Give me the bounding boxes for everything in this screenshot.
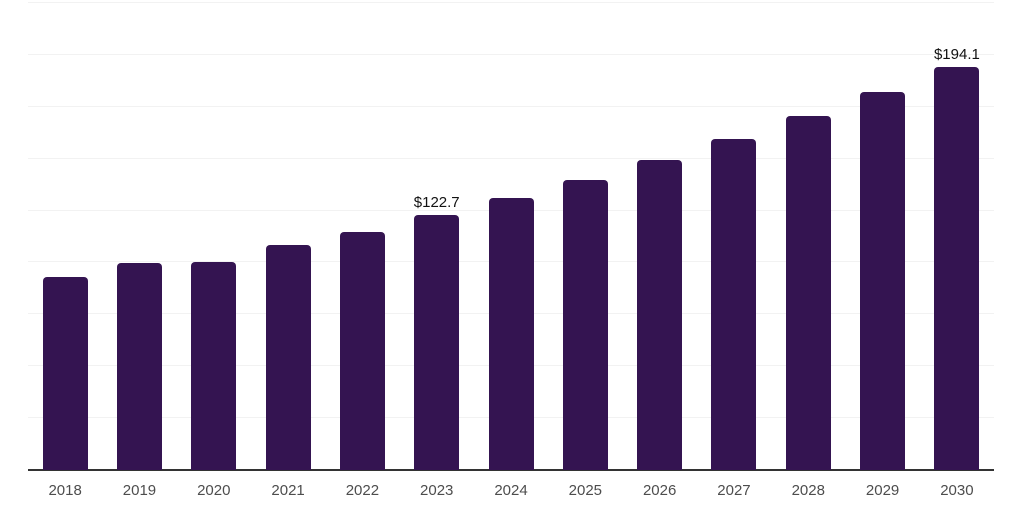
bar-2027 [711,138,757,470]
gridline-200 [28,53,994,55]
bar-band-2019 [102,3,176,470]
x-tick-2024: 2024 [494,482,528,499]
gridline-150 [28,157,994,159]
bar-band-2025 [548,3,622,470]
bar-2025 [562,179,608,470]
bar-band-2024 [474,3,548,470]
bar-2019 [116,263,162,470]
bar-band-2027 [697,3,771,470]
bar-2026 [637,160,683,470]
x-tick-2028: 2028 [791,482,825,499]
x-tick-2027: 2027 [717,482,751,499]
bar-2022 [339,231,385,470]
x-tick-2026: 2026 [642,482,677,499]
x-axis-tick-labels: 2018 2019 2020 2021 2022 2023 2024 2025 2026 2027… [28,481,994,501]
x-axis-line [28,469,994,471]
bar-band-2018 [28,3,102,470]
data-label-2030: $194.1 [933,46,980,64]
bar-2023 [414,215,460,470]
bar-2018 [42,277,88,470]
x-tick-2023: 2023 [420,482,454,499]
bar-2020 [191,262,237,470]
x-tick-2018: 2018 [48,482,82,499]
bar-band-2023: $122.7 [400,3,474,470]
bars-group: $122.7 $194.1 [28,3,994,470]
bar-band-2030: $194.1 [920,3,994,470]
bar-band-2020 [177,3,251,470]
x-tick-2022: 2022 [345,482,380,499]
bar-2030 [934,67,980,470]
x-tick-2020: 2020 [197,482,231,499]
bar-2021 [265,245,311,470]
gridline-225 [28,2,994,3]
bar-2029 [860,92,906,470]
x-tick-2021: 2021 [271,482,305,499]
bar-2028 [785,116,831,470]
bar-band-2026 [623,3,697,470]
x-tick-2025: 2025 [568,482,603,499]
bar-band-2022 [325,3,399,470]
x-tick-2019: 2019 [122,482,157,499]
plot-area: $122.7 $194.1 [28,2,994,471]
bar-band-2021 [251,3,325,470]
bar-2024 [488,198,534,470]
bar-band-2029 [845,3,919,470]
bar-band-2028 [771,3,845,470]
x-tick-2029: 2029 [865,482,900,499]
x-tick-2030: 2030 [940,482,974,499]
data-label-2023: $122.7 [413,194,460,212]
gridline-175 [28,105,994,107]
